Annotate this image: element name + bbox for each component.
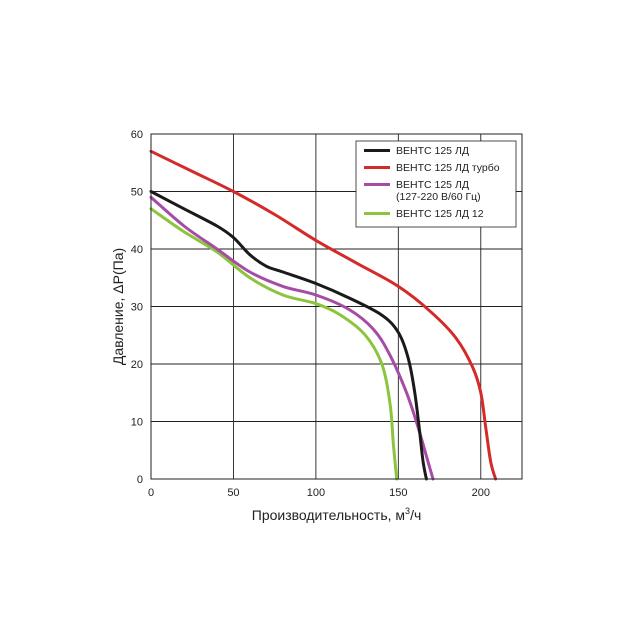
y-tick-label: 50 [131, 187, 143, 199]
x-axis-title: Производительность, м3/ч [252, 506, 422, 523]
legend-label: ВЕНТС 125 ЛД [396, 145, 469, 157]
series-line-2 [149, 149, 498, 481]
y-tick-label: 30 [131, 302, 143, 314]
y-tick-label: 0 [137, 474, 143, 486]
x-tick-label: 0 [148, 487, 154, 499]
y-tick-label: 40 [131, 244, 143, 256]
chart-series-lines [149, 149, 498, 481]
chart-legend: ВЕНТС 125 ЛД ВЕНТС 125 ЛД турбо ВЕНТС 125 … [355, 140, 517, 228]
x-axis-ticks: 0 50 100 150 200 [148, 487, 490, 499]
legend-entry-2: ВЕНТС 125 ЛД турбо [364, 162, 500, 174]
series-line-3 [149, 195, 435, 481]
legend-entry-1: ВЕНТС 125 ЛД [364, 145, 469, 157]
x-tick-label: 100 [307, 487, 325, 499]
legend-entry-4: ВЕНТС 125 ЛД 12 [364, 208, 484, 220]
y-axis-title: Давление, ΔP(Па) [110, 248, 126, 365]
legend-label: ВЕНТС 125 ЛД 12 [396, 208, 484, 220]
plot-area-frame [150, 133, 523, 480]
series-line-1 [149, 190, 428, 481]
series-line-4 [149, 207, 399, 481]
x-tick-label: 200 [472, 487, 490, 499]
x-tick-label: 150 [389, 487, 407, 499]
y-tick-label: 10 [131, 417, 143, 429]
y-tick-label: 20 [131, 359, 143, 371]
legend-label: ВЕНТС 125 ЛД (127-220 В/60 Гц) [396, 179, 481, 203]
legend-label: ВЕНТС 125 ЛД турбо [396, 162, 500, 174]
x-tick-label: 50 [227, 487, 239, 499]
legend-entry-3: ВЕНТС 125 ЛД (127-220 В/60 Гц) [364, 179, 481, 203]
y-axis-ticks: 0 10 20 30 40 50 60 [131, 129, 143, 486]
y-tick-label: 60 [131, 129, 143, 141]
